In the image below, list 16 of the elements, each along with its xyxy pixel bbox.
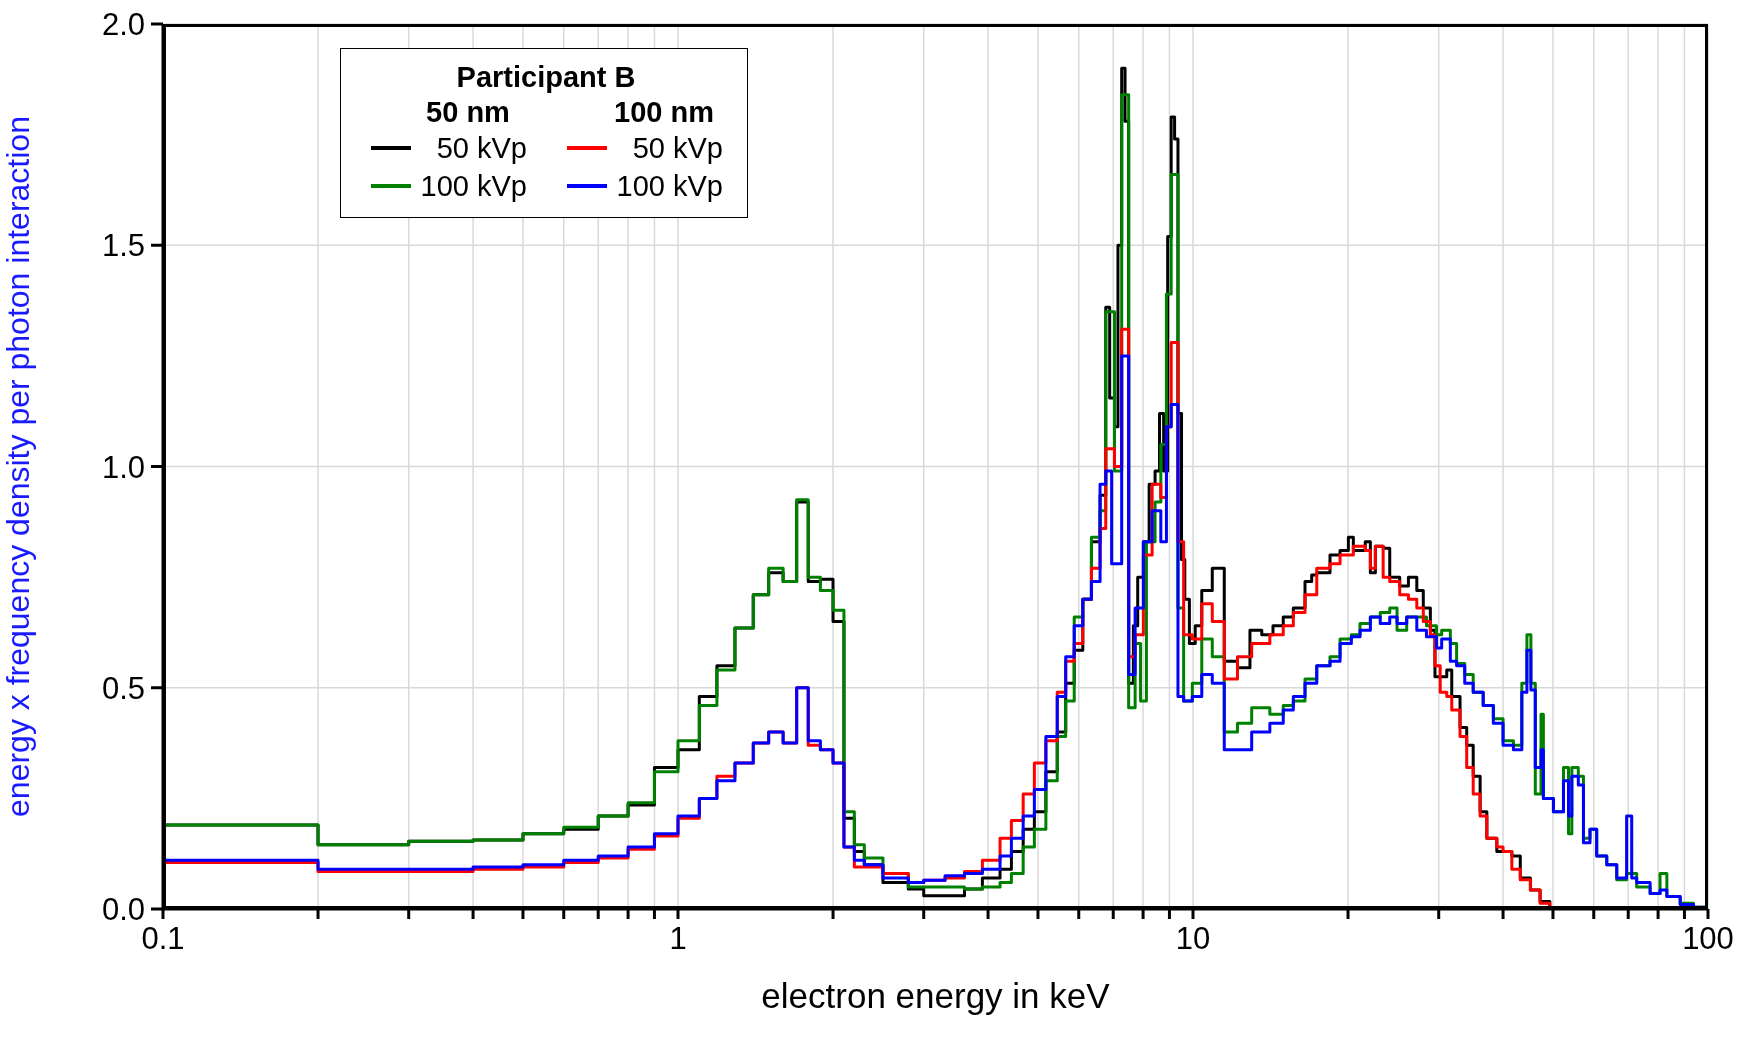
x-axis-title: electron energy in keV xyxy=(761,976,1111,1015)
y-axis-title: energy x frequency density per photon interaction xyxy=(0,116,37,817)
annotation: 50 nm xyxy=(425,96,510,129)
legend-title: Participant B xyxy=(455,61,637,94)
y-tick-label: 1.5 xyxy=(101,228,145,264)
legend-label: 50 kVp xyxy=(631,131,723,165)
legend-label: 50 kVp xyxy=(435,131,527,165)
legend-label: 100 kVp xyxy=(419,169,527,203)
x-tick-label: 1 xyxy=(669,921,687,957)
annotation: 100 nm xyxy=(613,96,714,129)
x-tick-label: 100 xyxy=(1682,921,1734,957)
x-tick-label: 10 xyxy=(1175,921,1211,957)
legend-label: 100 kVp xyxy=(615,169,723,203)
y-tick-label: 1.0 xyxy=(101,449,145,485)
y-tick-label: 2.0 xyxy=(101,7,145,43)
y-tick-label: 0.5 xyxy=(101,670,145,706)
